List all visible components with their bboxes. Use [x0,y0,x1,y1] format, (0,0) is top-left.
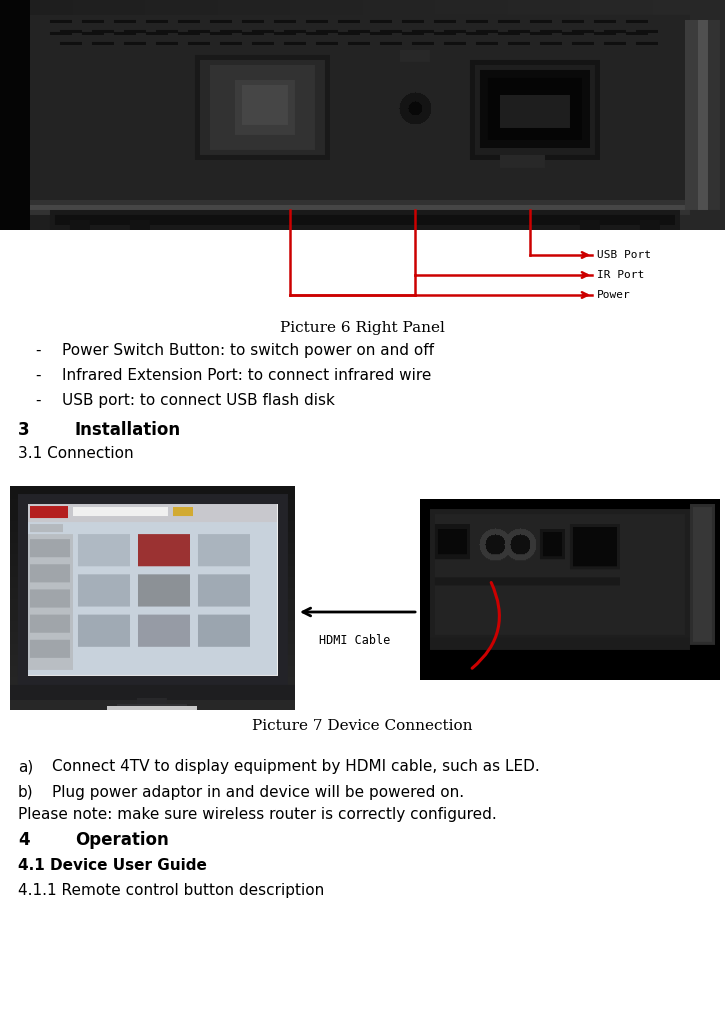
Text: Operation: Operation [75,831,169,849]
Text: IR Port: IR Port [597,270,645,280]
Text: 4.1 Device User Guide: 4.1 Device User Guide [18,858,207,873]
Text: Power Switch Button: to switch power on and off: Power Switch Button: to switch power on … [62,342,434,357]
Text: Please note: make sure wireless router is correctly configured.: Please note: make sure wireless router i… [18,807,497,822]
Text: Infrared Extension Port: to connect infrared wire: Infrared Extension Port: to connect infr… [62,368,431,383]
Text: 4: 4 [18,831,30,849]
Text: Picture 7 Device Connection: Picture 7 Device Connection [252,719,472,733]
Text: Installation: Installation [75,421,181,439]
Text: Connect 4TV to display equipment by HDMI cable, such as LED.: Connect 4TV to display equipment by HDMI… [52,760,539,775]
Text: USB port: to connect USB flash disk: USB port: to connect USB flash disk [62,392,335,407]
Text: a): a) [18,760,33,775]
Text: HDMI Cable: HDMI Cable [320,633,391,646]
Text: -: - [35,368,41,383]
Text: -: - [35,342,41,357]
Text: Power: Power [597,290,631,300]
Text: -: - [35,392,41,407]
Text: Picture 6 Right Panel: Picture 6 Right Panel [280,321,444,335]
Text: 3: 3 [18,421,30,439]
Text: 4.1.1 Remote control button description: 4.1.1 Remote control button description [18,882,324,897]
Text: 3.1 Connection: 3.1 Connection [18,445,133,460]
Text: b): b) [18,784,33,799]
Text: Plug power adaptor in and device will be powered on.: Plug power adaptor in and device will be… [52,784,464,799]
Text: Adaptor: Adaptor [530,664,580,677]
Text: USB Port: USB Port [597,250,651,260]
